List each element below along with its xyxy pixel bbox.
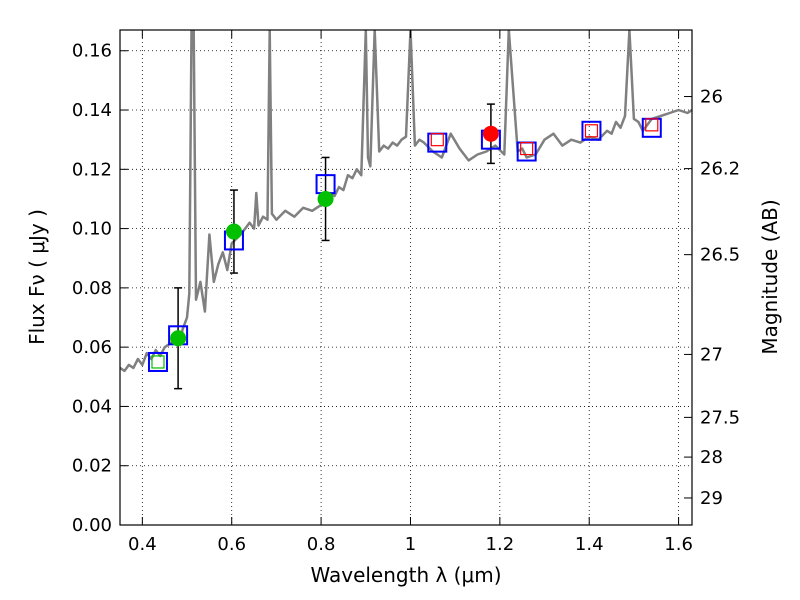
observed-photometry-point <box>317 190 334 207</box>
right-tick-label: 27 <box>700 344 723 365</box>
plot-frame <box>119 29 693 526</box>
right-tick-label: 26.5 <box>700 245 740 266</box>
x-tick-label: 1.6 <box>664 534 693 555</box>
y-tick-label: 0.08 <box>72 278 112 299</box>
right-tick-label: 26 <box>700 87 723 108</box>
x-tick-label: 0.6 <box>217 534 246 555</box>
x-tick-label: 0.8 <box>307 534 336 555</box>
observed-photometry-square <box>430 133 444 147</box>
observed-photometry-square <box>645 118 659 132</box>
model-spectrum-line <box>120 30 692 373</box>
model-spectrum <box>120 30 692 373</box>
x-tick-label: 1 <box>405 534 416 555</box>
model-photometry-square <box>581 120 602 141</box>
y-tick-label: 0.04 <box>72 396 112 417</box>
photometry-markers <box>147 117 662 372</box>
model-photometry-square <box>147 351 168 372</box>
right-tick-label: 29 <box>700 488 723 509</box>
observed-photometry-point <box>170 330 187 347</box>
y-tick-label: 0.00 <box>72 515 112 536</box>
x-axis-label: Wavelength λ (μm) <box>310 563 501 587</box>
observed-photometry-point <box>225 223 242 240</box>
observed-photometry-square <box>520 141 534 156</box>
y-tick-label: 0.06 <box>72 337 112 358</box>
y-tick-label: 0.14 <box>72 100 112 121</box>
y-axis-label: Flux Fν ( μJy ) <box>25 209 49 345</box>
x-tick-label: 1.4 <box>575 534 604 555</box>
tick-layer: 0.4 0.6 0.8 1 1.2 1.4 1.6 0.00 0.02 0.04 0.06 0.08 0… <box>72 30 740 555</box>
right-tick-label: 26.2 <box>700 159 740 180</box>
x-tick-label: 1.2 <box>486 534 515 555</box>
y-tick-label: 0.10 <box>72 219 112 240</box>
observed-photometry-square <box>151 355 165 369</box>
observed-photometry-point <box>482 125 499 142</box>
x-tick-label: 0.4 <box>128 534 157 555</box>
right-tick-label: 28 <box>700 447 723 468</box>
right-tick-label: 27.5 <box>700 407 740 428</box>
y-tick-label: 0.12 <box>72 159 112 180</box>
y-tick-label: 0.02 <box>72 456 112 477</box>
right-axis-label: Magnitude (AB) <box>758 199 782 354</box>
observed-photometry-square <box>584 124 599 138</box>
y-tick-label: 0.16 <box>72 41 112 62</box>
